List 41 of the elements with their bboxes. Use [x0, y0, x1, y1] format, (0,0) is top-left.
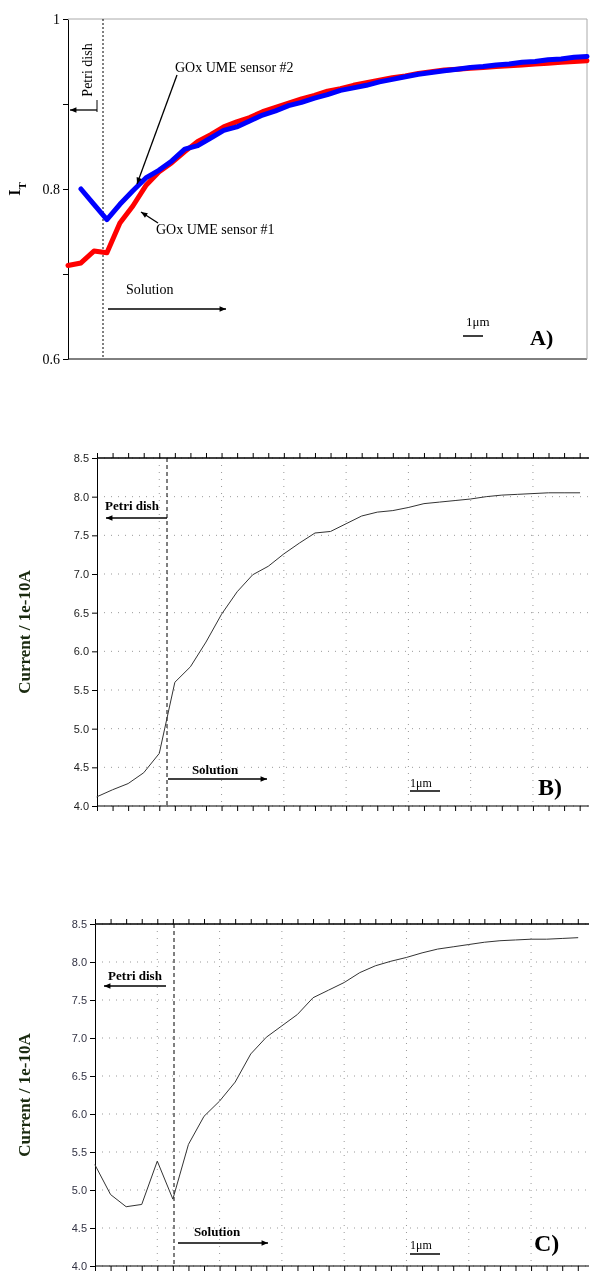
- annotation: B): [538, 774, 562, 800]
- y-tick-label: 4.0: [73, 800, 89, 813]
- line-series: [96, 492, 581, 798]
- y-tick-label: 6.5: [71, 1070, 87, 1083]
- annotation: Solution: [126, 282, 174, 297]
- y-tick-label: 8.0: [71, 956, 87, 969]
- y-tick-label: 5.5: [73, 684, 89, 697]
- text: GOx UME sensor #1: [156, 222, 275, 237]
- y-tick-label: 8.0: [73, 490, 89, 503]
- annotation: 1μm: [466, 314, 490, 329]
- y-tick-label: 4.0: [71, 1260, 87, 1271]
- y-tick-label: 7.0: [71, 1032, 87, 1045]
- y-tick-label: 5.0: [73, 722, 89, 735]
- annotation: Petri dish: [108, 968, 163, 983]
- annotation: Solution: [193, 1224, 241, 1239]
- y-tick-label: 7.5: [73, 529, 89, 542]
- y-tick-label: 8.5: [73, 452, 89, 465]
- annotation: A): [530, 325, 554, 350]
- y-tick-label: 5.0: [71, 1184, 87, 1197]
- annotation: Petri dish: [105, 498, 160, 513]
- y-axis-title: Current / 1e-10A: [15, 569, 34, 694]
- y-tick-label: 8.5: [71, 918, 87, 931]
- y-axis-title: Current / 1e-10A: [15, 1032, 34, 1157]
- annotation: 1μm: [410, 776, 433, 790]
- line-series: [94, 937, 579, 1208]
- annotation: 1μm: [410, 1238, 433, 1252]
- y-tick-label: 1: [53, 11, 60, 27]
- y-tick-label: 0.6: [42, 351, 60, 367]
- y-tick-label: 7.0: [73, 568, 89, 581]
- y-tick-label: 0.8: [42, 181, 60, 197]
- annotation: Petri dish: [80, 43, 95, 97]
- annotation: Solution: [191, 762, 239, 777]
- text: GOx UME sensor #2: [175, 60, 294, 75]
- y-tick-label: 6.0: [73, 645, 89, 658]
- y-tick-label: 6.5: [73, 606, 89, 619]
- y-tick-label: 4.5: [73, 761, 89, 774]
- y-tick-label: 5.5: [71, 1146, 87, 1159]
- y-tick-label: 4.5: [71, 1222, 87, 1235]
- y-tick-label: 6.0: [71, 1108, 87, 1121]
- annotation: C): [534, 1230, 560, 1256]
- y-tick-label: 7.5: [71, 994, 87, 1007]
